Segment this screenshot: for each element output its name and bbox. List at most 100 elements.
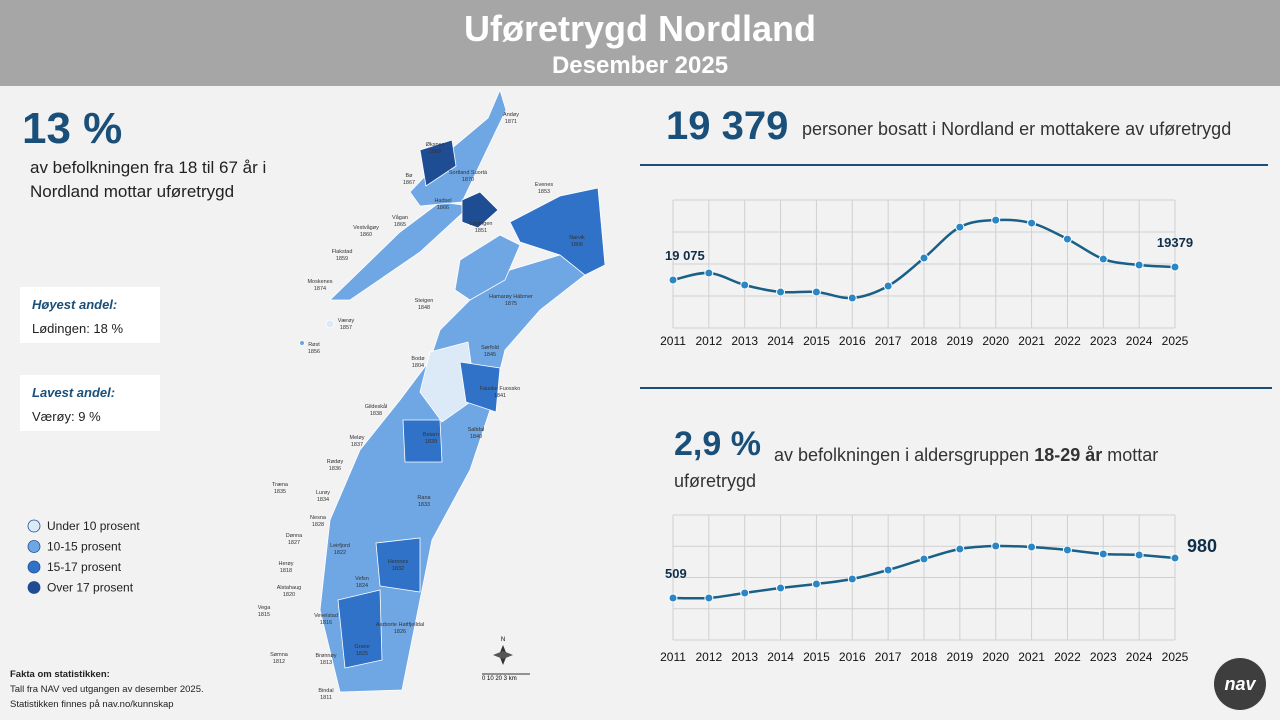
map-code: 1838 <box>370 411 382 417</box>
box-title: Lavest andel: <box>32 385 116 400</box>
map-code: 1826 <box>394 629 406 635</box>
map-code: 1816 <box>320 620 332 626</box>
x-tick-label: 2015 <box>803 650 830 664</box>
map-label: Gildeskål <box>365 403 388 410</box>
x-tick-label: 2018 <box>911 334 938 348</box>
legend-swatch <box>27 581 41 594</box>
point <box>811 579 821 589</box>
x-tick-label: 2022 <box>1054 334 1081 348</box>
map-label: Dønna <box>286 533 303 539</box>
header: Uføretrygd Nordland Desember 2025 <box>0 0 1280 86</box>
stat-text: personer bosatt i Nordland er mottakere … <box>802 119 1232 139</box>
x-tick-label: 2021 <box>1018 334 1045 348</box>
map-label: Nesna <box>310 515 327 521</box>
region <box>461 191 499 229</box>
map-code: 1825 <box>356 651 368 657</box>
subtitle: Desember 2025 <box>551 52 729 79</box>
point <box>740 280 750 290</box>
map-code: 1812 <box>273 659 285 665</box>
point <box>883 565 893 575</box>
big-stat: 19 379 <box>666 104 789 148</box>
map-label: Bodø <box>411 356 425 362</box>
region <box>325 319 335 329</box>
point <box>668 593 678 603</box>
stat-text: av befolkningen i aldersgruppen 18-29 år… <box>674 442 1194 494</box>
box-value: Værøy: 9 % <box>32 409 101 424</box>
x-tick-label: 2025 <box>1162 650 1189 664</box>
map-code: 1860 <box>360 232 372 238</box>
map-code: 1866 <box>437 205 449 211</box>
map-label: Grane <box>354 644 369 650</box>
map-code: 1835 <box>274 489 286 495</box>
compass-label: N <box>501 637 505 643</box>
point <box>776 583 786 593</box>
map-label: Hamarøy Hábmer <box>489 294 533 300</box>
map-code: 1811 <box>320 695 332 701</box>
x-tick-label: 2024 <box>1126 650 1153 664</box>
map-label: Vefsn <box>355 576 369 582</box>
map-code: 1875 <box>505 301 517 307</box>
map-label: Bø <box>405 173 413 179</box>
map-label: Vestvågøy <box>353 224 379 231</box>
point <box>919 554 929 564</box>
map-label: Evenes <box>535 182 554 188</box>
map-label: Narvik <box>569 235 585 241</box>
map <box>299 88 606 693</box>
map-code: 1813 <box>320 660 332 666</box>
map-label: Træna <box>272 482 289 488</box>
box-value: Lødingen: 18 % <box>32 321 124 336</box>
map-label: Beiarn <box>423 432 439 438</box>
point <box>668 275 678 285</box>
big-stat: 2,9 % <box>674 425 761 463</box>
map-code: 1856 <box>308 349 320 355</box>
map-code: 1851 <box>475 228 487 234</box>
region <box>459 361 501 413</box>
map-code: 1822 <box>334 550 346 556</box>
x-tick-label: 2023 <box>1090 650 1117 664</box>
value-label: 19 075 <box>665 248 705 263</box>
legend-swatch <box>27 560 41 574</box>
map-code: 1841 <box>494 393 506 399</box>
facts-line: Statistikken finnes på nav.no/kunnskap <box>10 699 174 710</box>
facts-title: Fakta om statistikken: <box>10 669 110 680</box>
x-tick-label: 2019 <box>947 334 974 348</box>
map-code: 1815 <box>258 612 270 618</box>
point <box>847 293 857 303</box>
map-label: Steigen <box>415 298 434 304</box>
region <box>409 88 507 207</box>
text: av befolkningen i aldersgruppen <box>774 445 1030 465</box>
map-code: 1833 <box>418 502 430 508</box>
point <box>1098 549 1108 559</box>
map-code: 1859 <box>336 256 348 262</box>
x-tick-label: 2023 <box>1090 334 1117 348</box>
map-label: Flakstad <box>332 249 353 255</box>
x-tick-label: 2021 <box>1018 650 1045 664</box>
map-code: 1848 <box>418 305 430 311</box>
region <box>375 537 421 593</box>
value-label: 980 <box>1187 536 1217 556</box>
x-tick-label: 2020 <box>982 650 1009 664</box>
region <box>419 139 457 187</box>
x-tick-label: 2011 <box>660 650 686 664</box>
x-tick-label: 2019 <box>947 650 974 664</box>
region <box>337 589 383 669</box>
x-tick-label: 2016 <box>839 334 866 348</box>
map-label: Vågan <box>392 214 408 221</box>
point <box>883 281 893 291</box>
map-code: 1874 <box>314 286 326 292</box>
map-label: Alstahaug <box>277 585 301 591</box>
point <box>776 287 786 297</box>
map-label: Meløy <box>350 435 365 441</box>
point <box>1027 542 1037 552</box>
logo-text: nav <box>1224 674 1256 694</box>
title: Uføretrygd Nordland <box>463 8 816 49</box>
region <box>509 187 606 276</box>
legend-label: 10-15 prosent <box>47 540 122 554</box>
point <box>811 287 821 297</box>
x-tick-label: 2017 <box>875 650 902 664</box>
x-tick-label: 2012 <box>696 334 723 348</box>
legend-swatch <box>27 519 41 533</box>
map-code: 1837 <box>351 442 363 448</box>
big-stat: 13 % <box>22 104 123 153</box>
